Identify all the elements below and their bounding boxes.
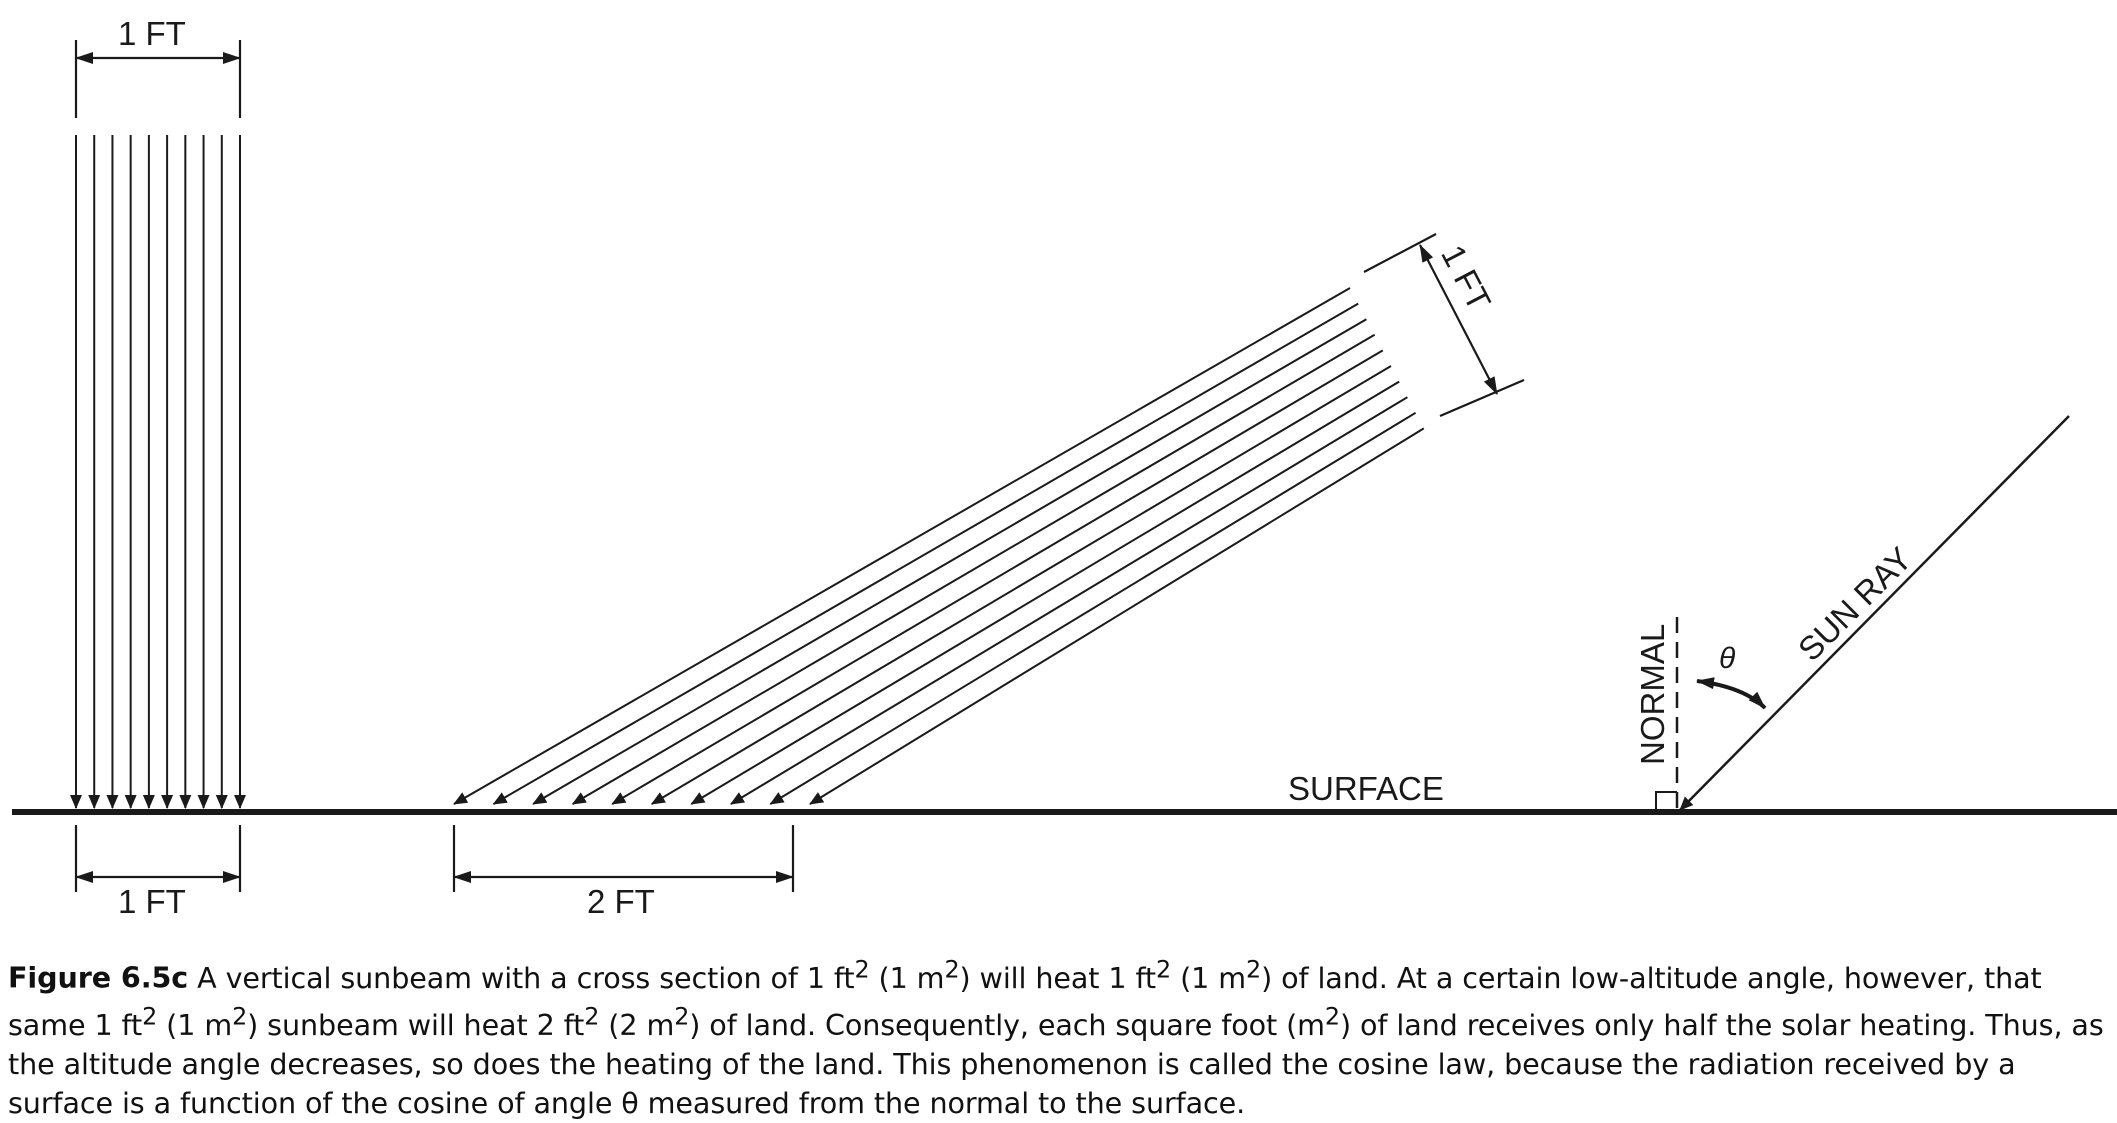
slanted-ray (769, 411, 1417, 805)
slanted-sunbeam (453, 287, 1425, 805)
sun-ray-label: SUN RAY (1791, 540, 1919, 668)
vertical-beam-width-label: 1 FT (118, 15, 186, 52)
slanted-ray (690, 380, 1400, 805)
vertical-beam-width-dimension (74, 40, 242, 118)
right-angle-mark (1655, 791, 1677, 812)
slanted-beam-width-dimension (1363, 233, 1525, 418)
slanted-ray (532, 318, 1367, 805)
figure-caption: Figure 6.5c A vertical sunbeam with a cr… (8, 950, 2108, 1123)
angle-theta-label: θ (1719, 642, 1736, 675)
slanted-ray (730, 396, 1408, 805)
sun-ray-line (1679, 415, 2070, 811)
caption-text: A vertical sunbeam with a cross section … (8, 955, 2104, 1121)
vertical-ground-width-dimension (74, 825, 242, 892)
figure-number: Figure 6.5c (8, 960, 189, 995)
slanted-ray (492, 302, 1359, 805)
vertical-sunbeam (70, 135, 246, 809)
slanted-beam-width-label: 1 FT (1434, 239, 1498, 316)
surface-label: SURFACE (1288, 770, 1444, 807)
slanted-ray (650, 365, 1392, 805)
slanted-ray (453, 287, 1351, 805)
slanted-ray (571, 333, 1376, 805)
angle-arc (1696, 677, 1767, 710)
slanted-ground-width-label: 2 FT (587, 883, 655, 920)
vertical-ground-width-label: 1 FT (118, 883, 186, 920)
slanted-ground-width-dimension (452, 825, 795, 892)
slanted-ray (809, 427, 1425, 805)
normal-label: NORMAL (1634, 624, 1671, 765)
slanted-ray (611, 349, 1384, 805)
